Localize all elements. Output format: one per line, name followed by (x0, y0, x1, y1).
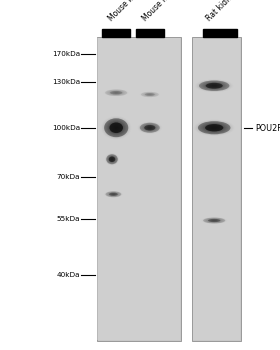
Text: 55kDa: 55kDa (56, 216, 80, 222)
Ellipse shape (111, 158, 113, 160)
Ellipse shape (144, 125, 155, 131)
Ellipse shape (109, 122, 124, 134)
Ellipse shape (105, 90, 127, 96)
Text: 70kDa: 70kDa (56, 174, 80, 180)
Ellipse shape (202, 123, 226, 133)
Ellipse shape (147, 126, 153, 129)
Ellipse shape (208, 219, 220, 222)
Ellipse shape (110, 158, 114, 161)
Ellipse shape (211, 85, 217, 87)
Ellipse shape (207, 84, 221, 88)
Ellipse shape (111, 158, 113, 160)
Text: 130kDa: 130kDa (52, 79, 80, 85)
Text: 100kDa: 100kDa (52, 125, 80, 131)
Ellipse shape (113, 126, 119, 130)
Ellipse shape (145, 93, 155, 96)
Ellipse shape (114, 126, 118, 130)
Ellipse shape (203, 218, 225, 223)
Ellipse shape (140, 123, 160, 133)
Ellipse shape (146, 126, 153, 130)
Ellipse shape (106, 191, 121, 197)
Ellipse shape (110, 123, 122, 132)
Ellipse shape (210, 84, 218, 87)
Text: Mouse lung: Mouse lung (141, 0, 178, 23)
Ellipse shape (206, 124, 223, 131)
Ellipse shape (109, 157, 115, 162)
Ellipse shape (109, 156, 115, 162)
Ellipse shape (206, 83, 223, 89)
Ellipse shape (109, 122, 123, 133)
Ellipse shape (110, 91, 122, 94)
Ellipse shape (205, 124, 224, 132)
Ellipse shape (212, 127, 216, 129)
Ellipse shape (146, 126, 154, 130)
Bar (136, 29, 164, 37)
Bar (193, 38, 240, 340)
Ellipse shape (209, 126, 220, 130)
Ellipse shape (104, 118, 128, 137)
Ellipse shape (109, 157, 115, 161)
Bar (97, 37, 181, 341)
Bar (203, 29, 237, 37)
Ellipse shape (205, 124, 223, 132)
Ellipse shape (148, 127, 151, 128)
Text: Mouse kidney: Mouse kidney (107, 0, 151, 23)
Ellipse shape (145, 125, 155, 130)
Ellipse shape (203, 123, 225, 132)
Text: POU2F1/OCT1: POU2F1/OCT1 (255, 123, 280, 132)
Ellipse shape (212, 85, 216, 86)
Text: Rat kidney: Rat kidney (205, 0, 241, 23)
Ellipse shape (106, 154, 118, 164)
Ellipse shape (198, 121, 230, 134)
Bar (97, 38, 180, 340)
Ellipse shape (207, 83, 221, 88)
Ellipse shape (199, 80, 229, 91)
Ellipse shape (146, 126, 154, 130)
Ellipse shape (111, 159, 113, 160)
Ellipse shape (111, 124, 121, 131)
Ellipse shape (109, 156, 115, 162)
Ellipse shape (209, 84, 219, 88)
Ellipse shape (109, 193, 118, 196)
Ellipse shape (107, 121, 125, 135)
Ellipse shape (144, 125, 155, 131)
Ellipse shape (110, 158, 114, 161)
Ellipse shape (111, 124, 122, 132)
Ellipse shape (205, 83, 224, 89)
Text: 40kDa: 40kDa (56, 272, 80, 278)
Ellipse shape (109, 156, 115, 162)
Text: 170kDa: 170kDa (52, 51, 80, 57)
Ellipse shape (210, 126, 219, 130)
Ellipse shape (141, 92, 159, 97)
Ellipse shape (206, 83, 222, 89)
Ellipse shape (207, 125, 221, 131)
Ellipse shape (115, 126, 118, 129)
Bar (192, 37, 241, 341)
Ellipse shape (211, 84, 218, 87)
Ellipse shape (110, 158, 114, 161)
Ellipse shape (112, 125, 120, 131)
Ellipse shape (210, 126, 218, 129)
Ellipse shape (206, 125, 222, 131)
Ellipse shape (113, 125, 120, 131)
Ellipse shape (208, 84, 220, 88)
Ellipse shape (208, 125, 220, 130)
Ellipse shape (204, 124, 225, 132)
Ellipse shape (109, 122, 123, 133)
Ellipse shape (110, 123, 123, 133)
Ellipse shape (148, 127, 152, 129)
Ellipse shape (205, 83, 223, 89)
Ellipse shape (108, 121, 124, 134)
Bar (102, 29, 130, 37)
Ellipse shape (148, 127, 152, 129)
Ellipse shape (211, 127, 217, 129)
